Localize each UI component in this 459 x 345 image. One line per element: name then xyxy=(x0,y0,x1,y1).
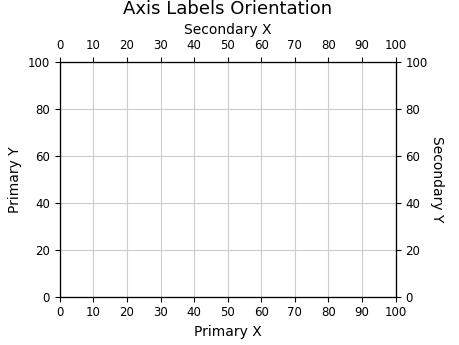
X-axis label: Primary X: Primary X xyxy=(193,325,261,339)
Y-axis label: Secondary Y: Secondary Y xyxy=(429,136,443,223)
Title: Axis Labels Orientation: Axis Labels Orientation xyxy=(123,0,331,19)
X-axis label: Secondary X: Secondary X xyxy=(184,23,271,37)
Y-axis label: Primary Y: Primary Y xyxy=(8,146,22,213)
